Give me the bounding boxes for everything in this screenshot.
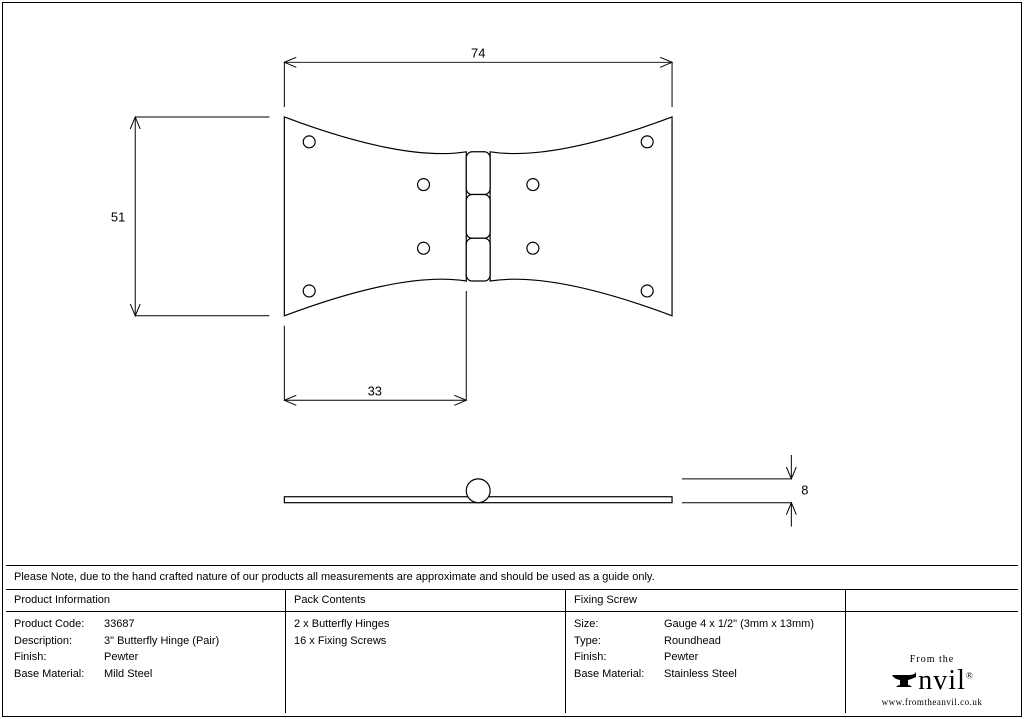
fixing-size: Gauge 4 x 1/2" (3mm x 13mm) <box>664 616 814 633</box>
brand-logo: From the nvil® www.fromtheanvil.co.uk <box>846 612 1018 713</box>
product-base: Mild Steel <box>104 666 152 683</box>
fixing-base-label: Base Material: <box>574 666 664 683</box>
product-code: 33687 <box>104 616 135 633</box>
page-border: 74 51 <box>2 2 1022 717</box>
dim-left <box>130 117 269 316</box>
dim-top-value: 74 <box>471 45 485 60</box>
pack-item-1: 2 x Butterfly Hinges <box>294 616 389 633</box>
product-base-label: Base Material: <box>14 666 104 683</box>
fixing-base: Stainless Steel <box>664 666 737 683</box>
logo-url: www.fromtheanvil.co.uk <box>882 697 983 707</box>
product-finish: Pewter <box>104 649 138 666</box>
info-body: Product Code:33687 Description:3" Butter… <box>6 612 1018 713</box>
fixing-screw-info: Size:Gauge 4 x 1/2" (3mm x 13mm) Type:Ro… <box>566 612 846 713</box>
pack-item-2: 16 x Fixing Screws <box>294 633 386 650</box>
logo-brand-text: nvil <box>918 665 966 696</box>
dim-thickness-value: 8 <box>801 483 808 498</box>
product-info: Product Code:33687 Description:3" Butter… <box>6 612 286 713</box>
drawing-svg: 74 51 <box>6 6 1018 561</box>
dim-bottom-value: 33 <box>368 383 382 398</box>
logo-reg: ® <box>966 671 974 681</box>
butterfly-hinge-plan <box>284 117 672 316</box>
butterfly-hinge-side <box>284 479 672 503</box>
product-finish-label: Finish: <box>14 649 104 666</box>
dim-top <box>284 57 672 107</box>
header-fixing: Fixing Screw <box>566 590 846 611</box>
header-pack: Pack Contents <box>286 590 566 611</box>
dim-left-value: 51 <box>111 209 125 224</box>
anvil-icon <box>890 665 918 685</box>
logo-brand: nvil® <box>882 665 983 697</box>
product-code-label: Product Code: <box>14 616 104 633</box>
logo-fromthe: From the <box>882 654 983 665</box>
fixing-type: Roundhead <box>664 633 721 650</box>
note-text: Please Note, due to the hand crafted nat… <box>6 565 1018 590</box>
pack-contents: 2 x Butterfly Hinges 16 x Fixing Screws <box>286 612 566 713</box>
fixing-size-label: Size: <box>574 616 664 633</box>
header-product: Product Information <box>6 590 286 611</box>
dim-thickness <box>682 455 796 527</box>
fixing-finish-label: Finish: <box>574 649 664 666</box>
fixing-type-label: Type: <box>574 633 664 650</box>
header-logo-spacer <box>846 590 1018 611</box>
product-desc-label: Description: <box>14 633 104 650</box>
fixing-finish: Pewter <box>664 649 698 666</box>
technical-drawing: 74 51 <box>6 6 1018 561</box>
info-headers: Product Information Pack Contents Fixing… <box>6 590 1018 612</box>
product-desc: 3" Butterfly Hinge (Pair) <box>104 633 219 650</box>
